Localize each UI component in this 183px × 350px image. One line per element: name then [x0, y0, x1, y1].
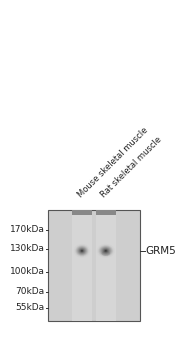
FancyBboxPatch shape: [72, 210, 92, 321]
Ellipse shape: [81, 250, 83, 251]
Ellipse shape: [105, 250, 107, 251]
Text: GRM5: GRM5: [146, 246, 176, 256]
Ellipse shape: [102, 248, 109, 253]
Ellipse shape: [76, 246, 88, 256]
Ellipse shape: [102, 248, 110, 254]
Ellipse shape: [99, 246, 112, 256]
Ellipse shape: [98, 245, 113, 257]
Ellipse shape: [104, 249, 108, 252]
Ellipse shape: [98, 245, 114, 257]
Ellipse shape: [99, 246, 113, 256]
Ellipse shape: [98, 245, 114, 257]
Ellipse shape: [79, 248, 85, 254]
Ellipse shape: [75, 245, 89, 257]
Ellipse shape: [101, 247, 111, 254]
Text: 70kDa: 70kDa: [16, 287, 45, 296]
Ellipse shape: [105, 250, 107, 252]
Ellipse shape: [103, 249, 108, 253]
Ellipse shape: [101, 247, 111, 255]
Ellipse shape: [79, 248, 85, 253]
Ellipse shape: [77, 247, 87, 255]
Ellipse shape: [74, 244, 90, 258]
Ellipse shape: [97, 244, 115, 258]
Ellipse shape: [100, 246, 111, 255]
Ellipse shape: [76, 246, 88, 256]
Ellipse shape: [103, 248, 109, 253]
Ellipse shape: [104, 250, 107, 252]
Ellipse shape: [75, 245, 89, 257]
Text: 55kDa: 55kDa: [16, 303, 45, 312]
Ellipse shape: [78, 247, 86, 254]
Text: Rat skeletal muscle: Rat skeletal muscle: [99, 135, 164, 199]
Ellipse shape: [77, 247, 87, 255]
Ellipse shape: [81, 250, 83, 252]
Text: 170kDa: 170kDa: [10, 225, 45, 234]
FancyBboxPatch shape: [48, 210, 140, 321]
FancyBboxPatch shape: [96, 210, 116, 321]
Ellipse shape: [75, 245, 89, 256]
Ellipse shape: [100, 246, 112, 256]
Text: 100kDa: 100kDa: [10, 267, 45, 276]
Ellipse shape: [103, 248, 109, 253]
Text: Mouse skeletal muscle: Mouse skeletal muscle: [76, 126, 149, 199]
Ellipse shape: [80, 250, 84, 252]
Ellipse shape: [77, 246, 87, 255]
Ellipse shape: [74, 244, 90, 257]
FancyBboxPatch shape: [72, 210, 92, 215]
Ellipse shape: [80, 249, 84, 252]
Ellipse shape: [97, 244, 114, 257]
Ellipse shape: [101, 247, 110, 254]
Text: 130kDa: 130kDa: [10, 244, 45, 253]
Ellipse shape: [104, 250, 107, 252]
FancyBboxPatch shape: [96, 210, 116, 215]
Ellipse shape: [76, 246, 88, 256]
Ellipse shape: [102, 251, 110, 256]
Ellipse shape: [79, 248, 85, 253]
Ellipse shape: [81, 250, 83, 252]
Ellipse shape: [80, 249, 84, 253]
Ellipse shape: [74, 245, 89, 257]
Ellipse shape: [104, 250, 108, 252]
Ellipse shape: [78, 247, 86, 254]
Ellipse shape: [79, 248, 85, 253]
Ellipse shape: [81, 250, 83, 252]
Ellipse shape: [76, 246, 87, 256]
Ellipse shape: [102, 248, 110, 254]
Ellipse shape: [78, 248, 86, 254]
Ellipse shape: [100, 247, 111, 255]
Ellipse shape: [99, 245, 113, 256]
Ellipse shape: [100, 246, 112, 256]
